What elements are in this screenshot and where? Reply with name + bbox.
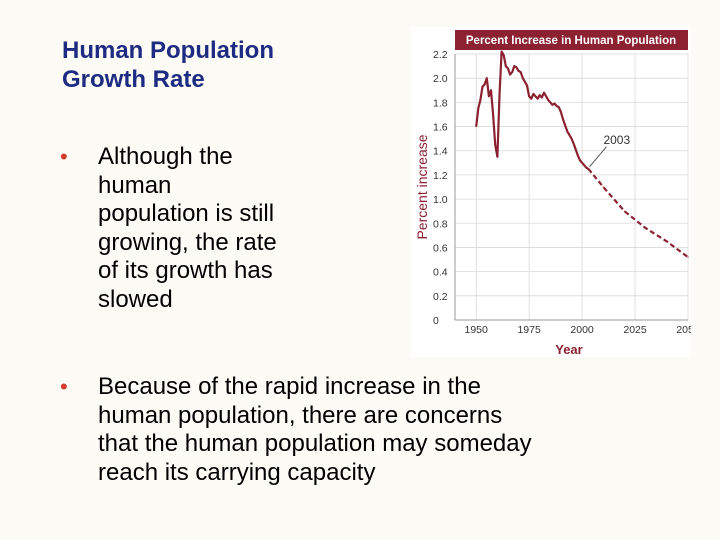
y-tick-label: 0.4: [433, 267, 448, 279]
data-point: [486, 77, 488, 79]
data-point: [479, 99, 482, 101]
data-point: [498, 94, 501, 96]
data-point: [484, 83, 486, 85]
data-point: [556, 105, 558, 107]
data-point: [515, 66, 518, 68]
data-point: [522, 77, 524, 79]
x-axis-label: Year: [555, 342, 582, 357]
plot-area: [455, 54, 688, 320]
data-point: [560, 111, 562, 113]
data-point: [547, 99, 549, 101]
data-point: [532, 93, 534, 95]
x-tick-label: 2000: [570, 324, 594, 336]
bullet-marker: •: [60, 374, 68, 399]
data-point: [585, 167, 587, 169]
data-point: [666, 240, 668, 243]
data-point: [558, 106, 560, 108]
data-point: [507, 67, 509, 70]
chart-title: Percent Increase in Human Population: [466, 35, 676, 47]
data-point: [543, 92, 545, 94]
bullet-point-2: • Because of the rapid increase in the h…: [60, 373, 700, 487]
data-point: [573, 142, 575, 145]
x-tick-label: 2050: [676, 324, 691, 336]
data-point: [505, 65, 507, 67]
y-tick-label: 2.2: [433, 49, 448, 61]
y-axis-label: Percent increase: [414, 134, 430, 239]
data-point: [541, 96, 543, 99]
data-point: [549, 101, 551, 103]
data-point: [583, 164, 585, 166]
y-tick-label: 1.0: [433, 194, 448, 206]
data-point: [475, 125, 477, 128]
chart-svg: Percent Increase in Human Population 0 0.2…: [414, 30, 691, 357]
data-point: [517, 70, 520, 72]
data-point: [570, 138, 573, 140]
data-point: [553, 102, 556, 105]
data-point: [575, 148, 577, 151]
data-point: [490, 89, 492, 91]
bullet-point-1: • Although the human population is still…: [60, 143, 330, 314]
bullet-text-2: Because of the rapid increase in the hum…: [98, 373, 532, 486]
data-point: [501, 50, 503, 53]
data-point: [494, 144, 496, 146]
y-tick-label: 1.2: [433, 170, 448, 182]
data-point: [579, 159, 581, 161]
data-point: [524, 81, 526, 83]
data-point: [520, 71, 522, 73]
data-point: [528, 95, 530, 97]
data-point: [602, 186, 604, 188]
y-tick-label: 1.6: [433, 122, 448, 134]
data-point: [687, 256, 689, 258]
annotation-leader-line: [589, 146, 607, 168]
y-tick-label: 0.2: [433, 291, 448, 303]
slide-title: Human Population Growth Rate: [62, 37, 274, 93]
data-point: [492, 113, 494, 116]
data-point: [503, 54, 505, 56]
y-tick-label: 2.0: [433, 73, 448, 85]
data-point: [545, 95, 547, 97]
data-point: [562, 118, 564, 120]
data-point: [623, 210, 626, 212]
chart-title-band: [455, 30, 688, 50]
data-point: [488, 95, 490, 97]
data-point: [566, 130, 568, 132]
data-point: [526, 84, 528, 87]
series-line-projected: [587, 168, 689, 258]
series-line-historical: [475, 50, 589, 170]
data-point: [645, 227, 647, 229]
data-point: [481, 86, 484, 88]
annotation-label: 2003: [603, 133, 630, 147]
data-point: [564, 124, 566, 126]
data-point: [581, 162, 583, 164]
data-point: [534, 95, 537, 97]
y-tick-label: 1.8: [433, 97, 448, 109]
data-point: [587, 168, 590, 170]
y-tick-label: 0: [433, 315, 439, 327]
data-point: [530, 98, 532, 100]
bullet-text-1: Although the human population is still g…: [98, 143, 277, 313]
data-point: [551, 104, 554, 106]
population-growth-chart: Percent Increase in Human Population 0 0.2…: [411, 27, 691, 357]
y-tick-label: 1.4: [433, 146, 448, 158]
x-tick-label: 1975: [517, 324, 541, 336]
data-point: [511, 71, 513, 73]
data-point: [568, 134, 570, 136]
y-tick-label: 0.6: [433, 242, 448, 254]
data-point: [539, 94, 541, 96]
data-point: [577, 154, 579, 157]
data-point: [537, 98, 539, 100]
x-tick-label: 2025: [623, 324, 647, 336]
data-point: [509, 73, 511, 76]
y-tick-label: 0.8: [433, 218, 448, 230]
data-point: [477, 107, 479, 110]
data-point: [513, 65, 515, 67]
bullet-marker: •: [60, 144, 68, 169]
x-tick-label: 1950: [465, 324, 489, 336]
data-point: [496, 156, 498, 158]
